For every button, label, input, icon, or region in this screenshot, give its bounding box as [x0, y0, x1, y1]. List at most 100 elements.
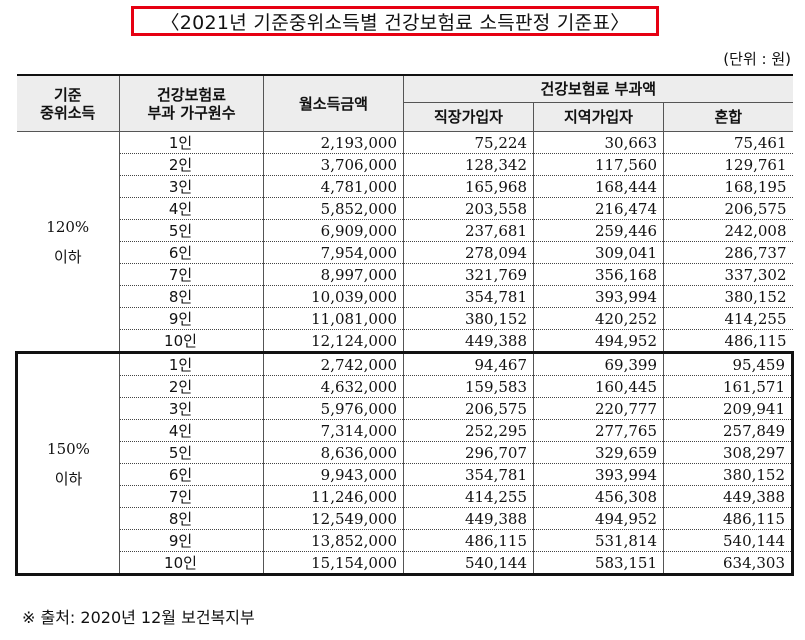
mixed-premium-cell: 209,941	[662, 397, 795, 420]
header-premium-group: 건강보험료 부과액	[402, 75, 793, 103]
monthly-income-cell: 4,781,000	[263, 175, 404, 198]
table-row: 10인 15,154,000 540,144 583,151 634,303	[17, 551, 795, 576]
employee-premium-cell: 540,144	[403, 551, 534, 576]
mixed-premium-cell: 129,761	[662, 153, 793, 176]
household-size-cell: 5인	[119, 219, 264, 242]
regional-premium-cell: 420,252	[533, 307, 664, 330]
header-regional: 지역가입자	[533, 102, 664, 132]
monthly-income-cell: 2,742,000	[263, 351, 404, 376]
group-below-label: 이하	[54, 469, 83, 488]
household-size-cell: 9인	[119, 529, 264, 552]
table-row: 5인 6,909,000 237,681 259,446 242,008	[17, 219, 793, 242]
regional-premium-cell: 160,445	[533, 375, 664, 398]
regional-premium-cell: 220,777	[533, 397, 664, 420]
header-median-income-line2: 중위소득	[40, 103, 96, 122]
table-row: 4인 5,852,000 203,558 216,474 206,575	[17, 197, 793, 220]
regional-premium-cell: 494,952	[533, 507, 664, 530]
regional-premium-cell: 259,446	[533, 219, 664, 242]
regional-premium-cell: 531,814	[533, 529, 664, 552]
regional-premium-cell: 393,994	[533, 463, 664, 486]
source-note: ※ 출처: 2020년 12월 보건복지부	[22, 608, 255, 627]
mixed-premium-cell: 540,144	[662, 529, 795, 552]
header-median-income-line1: 기준	[53, 85, 82, 104]
group-percent: 150%	[47, 439, 90, 458]
monthly-income-cell: 5,852,000	[263, 197, 404, 220]
mixed-premium-cell: 308,297	[662, 441, 795, 464]
table-row: 7인 8,997,000 321,769 356,168 337,302	[17, 263, 793, 286]
mixed-premium-cell: 168,195	[662, 175, 793, 198]
mixed-premium-cell: 449,388	[662, 485, 795, 508]
table-row: 4인 7,314,000 252,295 277,765 257,849	[17, 419, 795, 442]
employee-premium-cell: 296,707	[403, 441, 534, 464]
group-median-income-cell: 120% 이하	[16, 131, 120, 353]
household-size-cell: 6인	[119, 463, 264, 486]
mixed-premium-cell: 486,115	[662, 329, 793, 353]
monthly-income-cell: 9,943,000	[263, 463, 404, 486]
household-size-cell: 4인	[119, 197, 264, 220]
regional-premium-cell: 30,663	[533, 131, 664, 154]
group-percent: 120%	[46, 217, 90, 236]
employee-premium-cell: 354,781	[403, 463, 534, 486]
regional-premium-cell: 329,659	[533, 441, 664, 464]
household-size-cell: 2인	[119, 375, 264, 398]
monthly-income-cell: 4,632,000	[263, 375, 404, 398]
regional-premium-cell: 277,765	[533, 419, 664, 442]
table-row: 10인 12,124,000 449,388 494,952 486,115	[17, 329, 793, 353]
group-below-label: 이하	[53, 247, 82, 266]
household-size-cell: 2인	[119, 153, 264, 176]
employee-premium-cell: 237,681	[403, 219, 534, 242]
mixed-premium-cell: 634,303	[662, 551, 795, 576]
table-row: 6인 7,954,000 278,094 309,041 286,737	[17, 241, 793, 264]
monthly-income-cell: 12,124,000	[263, 329, 404, 353]
table-row: 3인 4,781,000 165,968 168,444 168,195	[17, 175, 793, 198]
regional-premium-cell: 356,168	[533, 263, 664, 286]
table-title-text: 〈2021년 기준중위소득별 건강보험료 소득판정 기준표〉	[160, 11, 630, 34]
mixed-premium-cell: 95,459	[662, 351, 795, 376]
household-size-cell: 10인	[119, 551, 264, 576]
regional-premium-cell: 69,399	[533, 351, 664, 376]
household-size-cell: 1인	[119, 351, 264, 376]
table-row: 2인 3,706,000 128,342 117,560 129,761	[17, 153, 793, 176]
employee-premium-cell: 165,968	[403, 175, 534, 198]
household-size-cell: 8인	[119, 285, 264, 308]
monthly-income-cell: 10,039,000	[263, 285, 404, 308]
monthly-income-cell: 11,246,000	[263, 485, 404, 508]
employee-premium-cell: 75,224	[403, 131, 534, 154]
table-row: 9인 11,081,000 380,152 420,252 414,255	[17, 307, 793, 330]
header-household-size-line2: 부과 가구원수	[147, 103, 236, 122]
household-size-cell: 3인	[119, 397, 264, 420]
table-row: 120% 이하 1인 2,193,000 75,224 30,663 75,461	[16, 131, 793, 353]
mixed-premium-cell: 414,255	[662, 307, 793, 330]
mixed-premium-cell: 486,115	[662, 507, 795, 530]
household-size-cell: 8인	[119, 507, 264, 530]
monthly-income-cell: 8,636,000	[263, 441, 404, 464]
group-median-income-cell: 150% 이하	[15, 351, 120, 576]
header-monthly-income: 월소득금액	[263, 75, 404, 132]
monthly-income-cell: 7,314,000	[263, 419, 404, 442]
household-size-cell: 6인	[119, 241, 264, 264]
employee-premium-cell: 449,388	[403, 507, 534, 530]
employee-premium-cell: 252,295	[403, 419, 534, 442]
table-row: 8인 10,039,000 354,781 393,994 380,152	[17, 285, 793, 308]
regional-premium-cell: 309,041	[533, 241, 664, 264]
employee-premium-cell: 203,558	[403, 197, 534, 220]
regional-premium-cell: 117,560	[533, 153, 664, 176]
household-size-cell: 7인	[119, 485, 264, 508]
regional-premium-cell: 583,151	[533, 551, 664, 576]
header-median-income: 기준 중위소득	[16, 75, 120, 132]
regional-premium-cell: 168,444	[533, 175, 664, 198]
employee-premium-cell: 278,094	[403, 241, 534, 264]
employee-premium-cell: 486,115	[403, 529, 534, 552]
mixed-premium-cell: 242,008	[662, 219, 793, 242]
mixed-premium-cell: 286,737	[662, 241, 793, 264]
monthly-income-cell: 12,549,000	[263, 507, 404, 530]
table-row: 3인 5,976,000 206,575 220,777 209,941	[17, 397, 795, 420]
employee-premium-cell: 206,575	[403, 397, 534, 420]
mixed-premium-cell: 380,152	[662, 285, 793, 308]
monthly-income-cell: 11,081,000	[263, 307, 404, 330]
header-employee: 직장가입자	[403, 102, 534, 132]
table-row: 150% 이하 1인 2,742,000 94,467 69,399 95,459	[15, 351, 795, 576]
household-size-cell: 5인	[119, 441, 264, 464]
employee-premium-cell: 449,388	[403, 329, 534, 353]
employee-premium-cell: 321,769	[403, 263, 534, 286]
